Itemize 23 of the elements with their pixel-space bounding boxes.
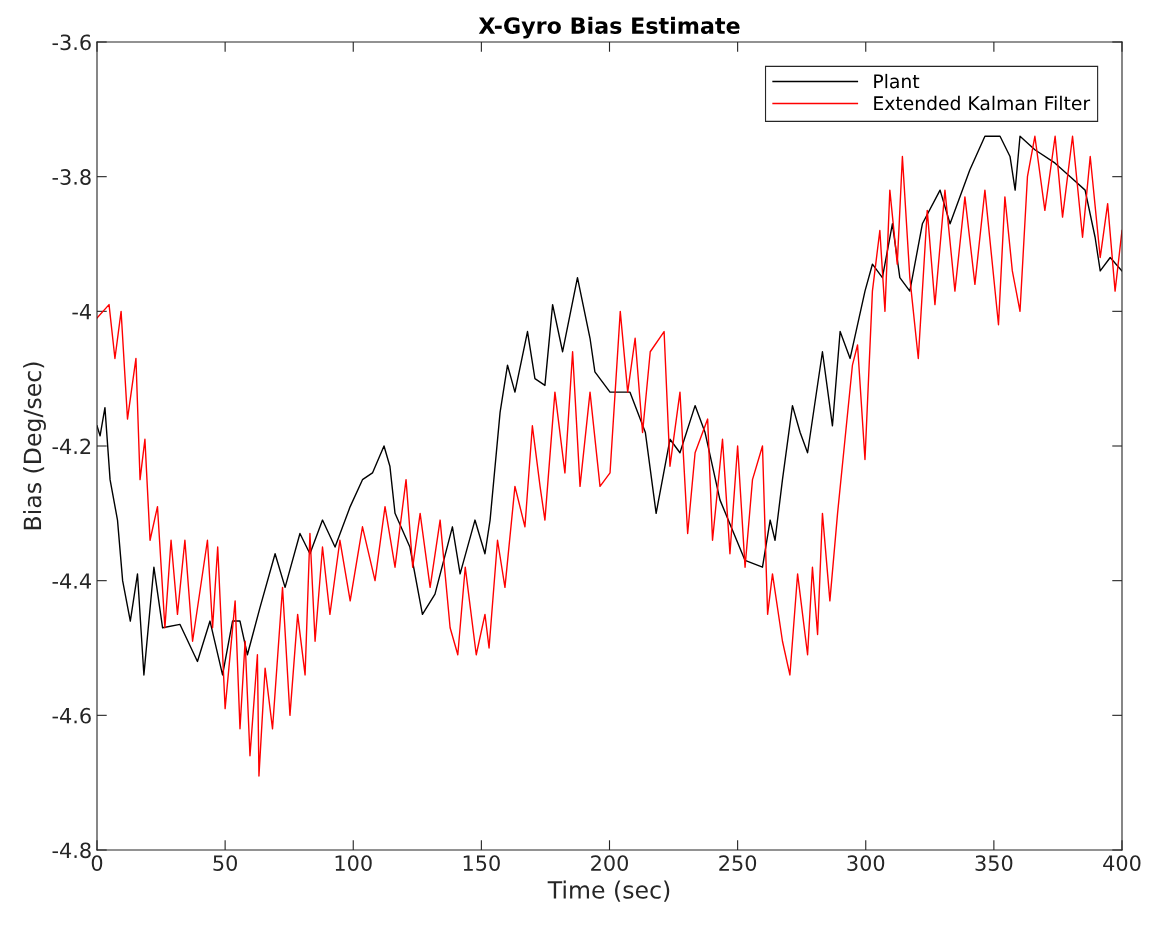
chart-title: X-Gyro Bias Estimate bbox=[478, 16, 740, 39]
x-tick-label: 100 bbox=[335, 855, 372, 871]
y-tick-label: -4.6 bbox=[52, 707, 91, 724]
line-series bbox=[97, 135, 1122, 777]
y-tick-label: -4.4 bbox=[52, 573, 91, 589]
y-tick-label: -3.8 bbox=[52, 169, 91, 185]
y-axis-title: Bias (Deg/sec) bbox=[23, 362, 46, 530]
x-tick-label: 250 bbox=[719, 855, 757, 871]
legend-label: Plant bbox=[874, 73, 920, 89]
x-tick-label: 200 bbox=[591, 855, 628, 871]
y-tick-label: -4 bbox=[72, 304, 91, 320]
y-tick-label: -4.2 bbox=[52, 438, 91, 454]
y-tick-label: -4.8 bbox=[52, 842, 91, 859]
x-axis-title: Time (sec) bbox=[547, 880, 670, 902]
x-tick-label: 350 bbox=[975, 855, 1013, 871]
y-tick-label: -3.6 bbox=[52, 34, 91, 51]
x-tick-label: 50 bbox=[213, 855, 237, 871]
x-tick-label: 300 bbox=[847, 855, 885, 871]
legend-label: Extended Kalman Filter bbox=[874, 95, 1091, 111]
x-tick-label: 0 bbox=[91, 855, 103, 871]
line-series bbox=[97, 135, 1122, 676]
x-tick-label: 400 bbox=[1103, 855, 1141, 871]
x-tick-label: 150 bbox=[463, 855, 500, 871]
